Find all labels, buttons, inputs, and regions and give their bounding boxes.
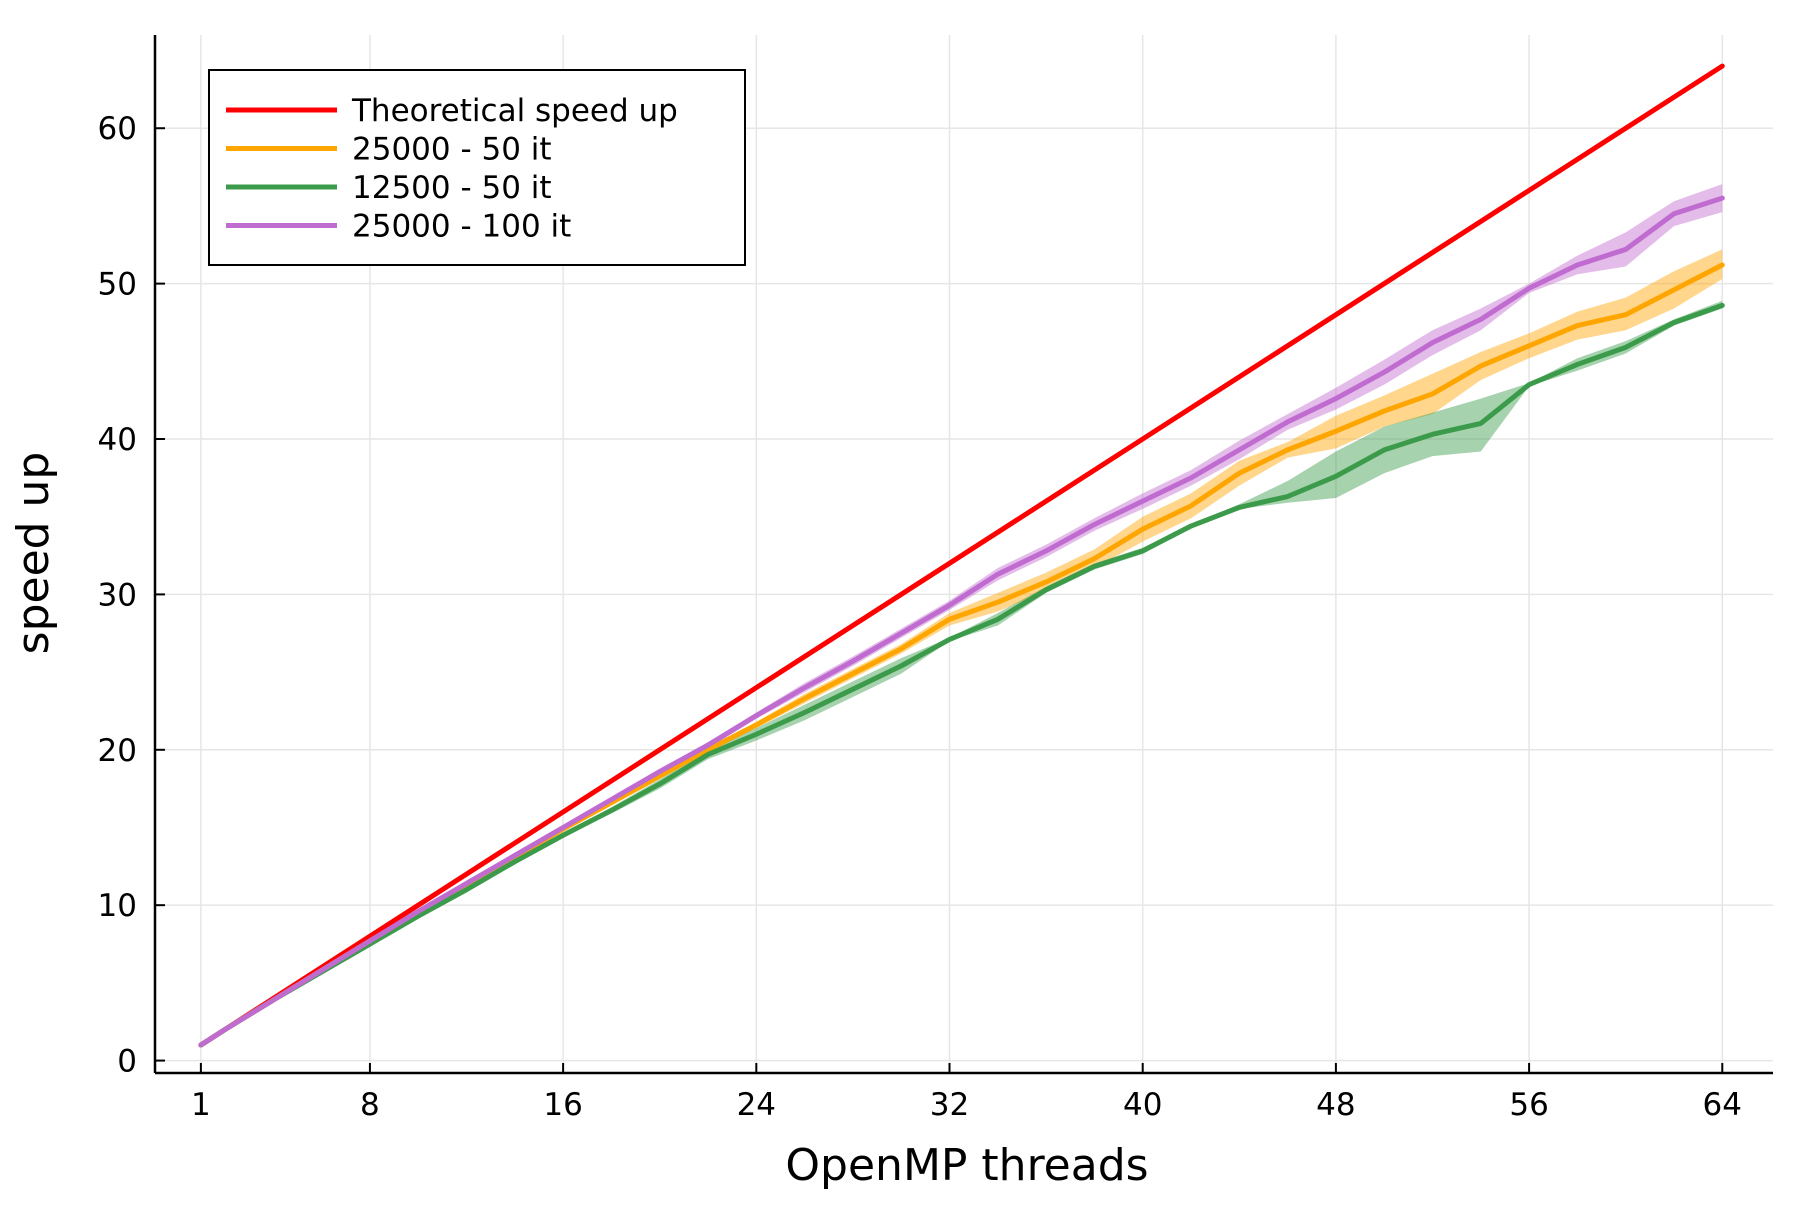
series-line (198, 302, 1725, 1048)
y-axis-title: speed up (8, 452, 59, 655)
x-tick-label: 24 (737, 1087, 776, 1123)
x-tick-label: 48 (1316, 1087, 1355, 1123)
x-tick-label: 8 (360, 1087, 380, 1123)
x-axis-title: OpenMP threads (785, 1140, 1148, 1191)
y-tick-label: 10 (98, 888, 137, 924)
legend-box (208, 69, 746, 266)
x-tick-label: 1 (191, 1087, 211, 1123)
series-band (200, 184, 1723, 1046)
legend-label: Theoretical speed up (351, 93, 678, 129)
y-tick-label: 30 (98, 577, 137, 613)
series-line (198, 195, 1725, 1048)
y-tick-label: 50 (98, 267, 137, 303)
x-tick-label: 40 (1123, 1087, 1162, 1123)
series-line (198, 63, 1725, 1048)
series-band (200, 300, 1723, 1046)
legend-label: 12500 - 50 it (352, 170, 552, 206)
y-tick-label: 60 (98, 111, 137, 147)
axes (153, 35, 1773, 1075)
y-tick-label: 20 (98, 733, 137, 769)
tick-labels: 1 8 16 24 32 40 48 56 64 0 10 20 30 40 50 60 (98, 111, 1742, 1123)
x-tick-label: 32 (930, 1087, 969, 1123)
x-tick-label: 16 (543, 1087, 582, 1123)
legend-label: 25000 - 100 it (352, 209, 571, 245)
series-lines (198, 63, 1725, 1048)
legend-label: 25000 - 50 it (352, 132, 552, 168)
x-tick-label: 64 (1703, 1087, 1742, 1123)
x-tick-label: 56 (1509, 1087, 1548, 1123)
y-tick-label: 0 (117, 1044, 137, 1080)
y-tick-label: 40 (98, 422, 137, 458)
